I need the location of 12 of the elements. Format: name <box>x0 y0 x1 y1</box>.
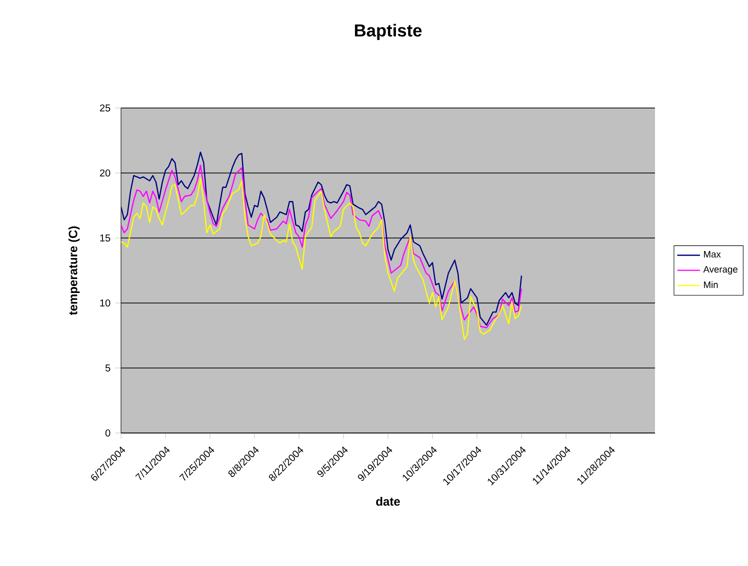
x-axis-title: date <box>376 496 400 506</box>
legend-label: Min <box>704 281 718 288</box>
y-tick-label: 10 <box>100 299 110 307</box>
y-tick-label: 0 <box>105 429 110 437</box>
legend-label: Max <box>704 251 721 258</box>
y-tick-label: 25 <box>100 104 110 112</box>
y-tick-label: 20 <box>100 169 110 177</box>
chart-title: Baptiste <box>354 24 422 40</box>
legend-label: Average <box>703 266 738 274</box>
y-tick-label: 15 <box>100 234 110 242</box>
y-axis-title: temperature (C) <box>68 226 80 316</box>
y-tick-label: 5 <box>105 364 110 372</box>
